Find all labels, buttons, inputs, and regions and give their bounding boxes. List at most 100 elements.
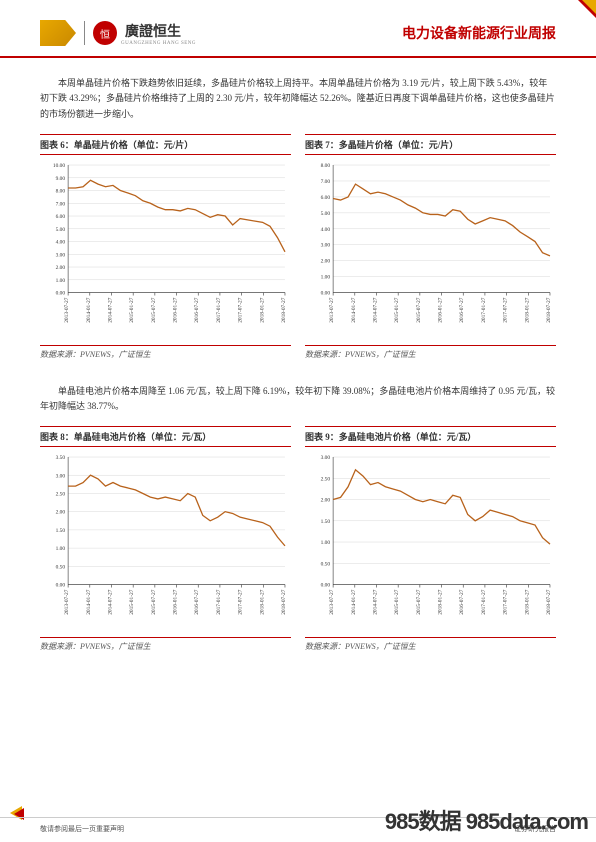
svg-text:1.50: 1.50 xyxy=(321,519,331,525)
svg-text:1.50: 1.50 xyxy=(56,528,66,534)
svg-text:6.00: 6.00 xyxy=(321,195,331,201)
svg-text:3.50: 3.50 xyxy=(56,455,66,461)
svg-text:2015-01-27: 2015-01-27 xyxy=(394,297,400,323)
svg-text:2014-01-27: 2014-01-27 xyxy=(86,589,92,615)
svg-text:2.00: 2.00 xyxy=(321,498,331,504)
svg-text:2017-07-27: 2017-07-27 xyxy=(238,589,244,615)
chart-9-col: 图表 9：多晶硅电池片价格（单位：元/瓦） 0.00 0.50 1.00 1.50 2.… xyxy=(305,426,556,652)
page-header: 恒 廣證恒生 GUANGZHENG HANG SENG 电力设备新能源行业周报 xyxy=(0,0,596,58)
chart-9-svg: 0.00 0.50 1.00 1.50 2.00 2.50 3.00 2013-07-27 20… xyxy=(305,449,556,630)
logo-ye-icon xyxy=(40,20,76,46)
svg-text:3.00: 3.00 xyxy=(56,473,66,479)
svg-text:1.00: 1.00 xyxy=(56,546,66,552)
chart-6-source: 数据来源：PVNEWS，广证恒生 xyxy=(40,345,291,360)
svg-text:2.00: 2.00 xyxy=(56,510,66,516)
svg-text:2015-01-27: 2015-01-27 xyxy=(129,297,135,323)
svg-text:2016-07-27: 2016-07-27 xyxy=(194,297,200,323)
logo-main-text: 廣證恒生 xyxy=(125,21,196,41)
svg-text:10.00: 10.00 xyxy=(53,163,65,169)
svg-text:2014-01-27: 2014-01-27 xyxy=(86,297,92,323)
svg-text:4.00: 4.00 xyxy=(56,239,66,245)
svg-text:2018-01-27: 2018-01-27 xyxy=(259,297,265,323)
svg-text:2018-01-27: 2018-01-27 xyxy=(259,589,265,615)
svg-text:2015-01-27: 2015-01-27 xyxy=(129,589,135,615)
svg-text:5.00: 5.00 xyxy=(321,211,331,217)
watermark: 985数据 985data.com xyxy=(385,804,588,836)
logo-circle-icon: 恒 xyxy=(93,21,117,45)
svg-text:2.00: 2.00 xyxy=(321,259,331,265)
chart-8-col: 图表 8：单晶硅电池片价格（单位：元/瓦） 0.00 0.50 1.00 1.50 2.… xyxy=(40,426,291,652)
svg-text:0.50: 0.50 xyxy=(321,561,331,567)
chart-8-svg: 0.000.501.001.502.002.503.003.502013-07-… xyxy=(40,449,291,630)
svg-text:2016-07-27: 2016-07-27 xyxy=(459,589,465,615)
svg-text:3.00: 3.00 xyxy=(321,455,331,461)
svg-text:3.00: 3.00 xyxy=(56,252,66,258)
svg-text:0.00: 0.00 xyxy=(321,290,331,296)
svg-text:2013-07-27: 2013-07-27 xyxy=(329,589,335,615)
chart-9-source: 数据来源：PVNEWS，广证恒生 xyxy=(305,637,556,652)
svg-text:2015-07-27: 2015-07-27 xyxy=(151,589,157,615)
svg-text:2013-07-27: 2013-07-27 xyxy=(329,297,335,323)
svg-text:2018-07-27: 2018-07-27 xyxy=(281,589,287,615)
logo-text-block: 廣證恒生 GUANGZHENG HANG SENG xyxy=(121,21,196,46)
svg-text:1.00: 1.00 xyxy=(321,274,331,280)
svg-text:2017-01-27: 2017-01-27 xyxy=(481,589,487,615)
svg-text:0.50: 0.50 xyxy=(56,565,66,571)
svg-text:2018-01-27: 2018-01-27 xyxy=(524,297,530,323)
svg-text:6.00: 6.00 xyxy=(56,214,66,220)
svg-text:2017-07-27: 2017-07-27 xyxy=(503,589,509,615)
svg-text:2014-07-27: 2014-07-27 xyxy=(107,297,113,323)
svg-text:2017-07-27: 2017-07-27 xyxy=(503,297,509,323)
svg-text:2015-01-27: 2015-01-27 xyxy=(394,589,400,615)
svg-text:0.00: 0.00 xyxy=(56,583,66,589)
svg-text:2018-07-27: 2018-07-27 xyxy=(546,589,552,615)
svg-text:2018-01-27: 2018-01-27 xyxy=(524,589,530,615)
chart-row-2: 图表 8：单晶硅电池片价格（单位：元/瓦） 0.00 0.50 1.00 1.50 2.… xyxy=(40,426,556,652)
svg-text:3.00: 3.00 xyxy=(321,243,331,249)
svg-text:2.50: 2.50 xyxy=(321,476,331,482)
chart-7-source: 数据来源：PVNEWS，广证恒生 xyxy=(305,345,556,360)
svg-text:2017-01-27: 2017-01-27 xyxy=(481,297,487,323)
svg-text:0.00: 0.00 xyxy=(321,583,331,589)
logo-divider xyxy=(84,21,85,45)
svg-text:2014-07-27: 2014-07-27 xyxy=(372,589,378,615)
chart-7-svg: 0.001.002.003.004.005.006.007.008.002013… xyxy=(305,157,556,338)
svg-text:8.00: 8.00 xyxy=(56,188,66,194)
svg-text:2016-07-27: 2016-07-27 xyxy=(194,589,200,615)
svg-text:2013-07-27: 2013-07-27 xyxy=(64,297,70,323)
svg-text:0.00: 0.00 xyxy=(56,290,66,296)
svg-text:2014-07-27: 2014-07-27 xyxy=(372,297,378,323)
logo-sub-text: GUANGZHENG HANG SENG xyxy=(121,41,196,46)
chart-6-title: 图表 6：单晶硅片价格（单位：元/片） xyxy=(40,134,291,155)
chart-6-col: 图表 6：单晶硅片价格（单位：元/片） 0.001.002.003.004.00… xyxy=(40,134,291,360)
svg-text:2016-07-27: 2016-07-27 xyxy=(459,297,465,323)
svg-text:2014-07-27: 2014-07-27 xyxy=(107,589,113,615)
svg-text:2014-01-27: 2014-01-27 xyxy=(351,297,357,323)
svg-text:2016-01-27: 2016-01-27 xyxy=(173,589,179,615)
svg-text:1.00: 1.00 xyxy=(321,540,331,546)
svg-text:2018-07-27: 2018-07-27 xyxy=(546,297,552,323)
svg-text:9.00: 9.00 xyxy=(56,176,66,182)
chart-row-1: 图表 6：单晶硅片价格（单位：元/片） 0.00 1.00 2.00 3.00 4.00… xyxy=(40,134,556,360)
svg-text:7.00: 7.00 xyxy=(321,179,331,185)
svg-text:7.00: 7.00 xyxy=(56,201,66,207)
chart-7-col: 图表 7：多晶硅片价格（单位：元/片） 0.00 1.00 2.00 3.00 4.00… xyxy=(305,134,556,360)
svg-text:2014-01-27: 2014-01-27 xyxy=(351,589,357,615)
svg-text:4.00: 4.00 xyxy=(321,227,331,233)
chart-7-title: 图表 7：多晶硅片价格（单位：元/片） xyxy=(305,134,556,155)
svg-text:2015-07-27: 2015-07-27 xyxy=(151,297,157,323)
svg-text:2017-07-27: 2017-07-27 xyxy=(238,297,244,323)
logo-area: 恒 廣證恒生 GUANGZHENG HANG SENG xyxy=(40,20,196,46)
chart-9-title: 图表 9：多晶硅电池片价格（单位：元/瓦） xyxy=(305,426,556,447)
svg-text:5.00: 5.00 xyxy=(56,227,66,233)
content-area: 本周单晶硅片价格下跌趋势依旧延续，多晶硅片价格较上周持平。本周单晶硅片价格为 3… xyxy=(0,58,596,652)
svg-text:2017-01-27: 2017-01-27 xyxy=(216,297,222,323)
svg-text:2017-01-27: 2017-01-27 xyxy=(216,589,222,615)
chart-8-source: 数据来源：PVNEWS，广证恒生 xyxy=(40,637,291,652)
footer-left: 敬请参阅最后一页重要声明 xyxy=(40,824,124,834)
paragraph-1: 本周单晶硅片价格下跌趋势依旧延续，多晶硅片价格较上周持平。本周单晶硅片价格为 3… xyxy=(40,76,556,122)
chart-8-title: 图表 8：单晶硅电池片价格（单位：元/瓦） xyxy=(40,426,291,447)
svg-text:2018-01-27: 2018-01-27 xyxy=(438,589,444,615)
svg-text:2013-07-27: 2013-07-27 xyxy=(64,589,70,615)
corner-accent-orange xyxy=(582,0,596,14)
